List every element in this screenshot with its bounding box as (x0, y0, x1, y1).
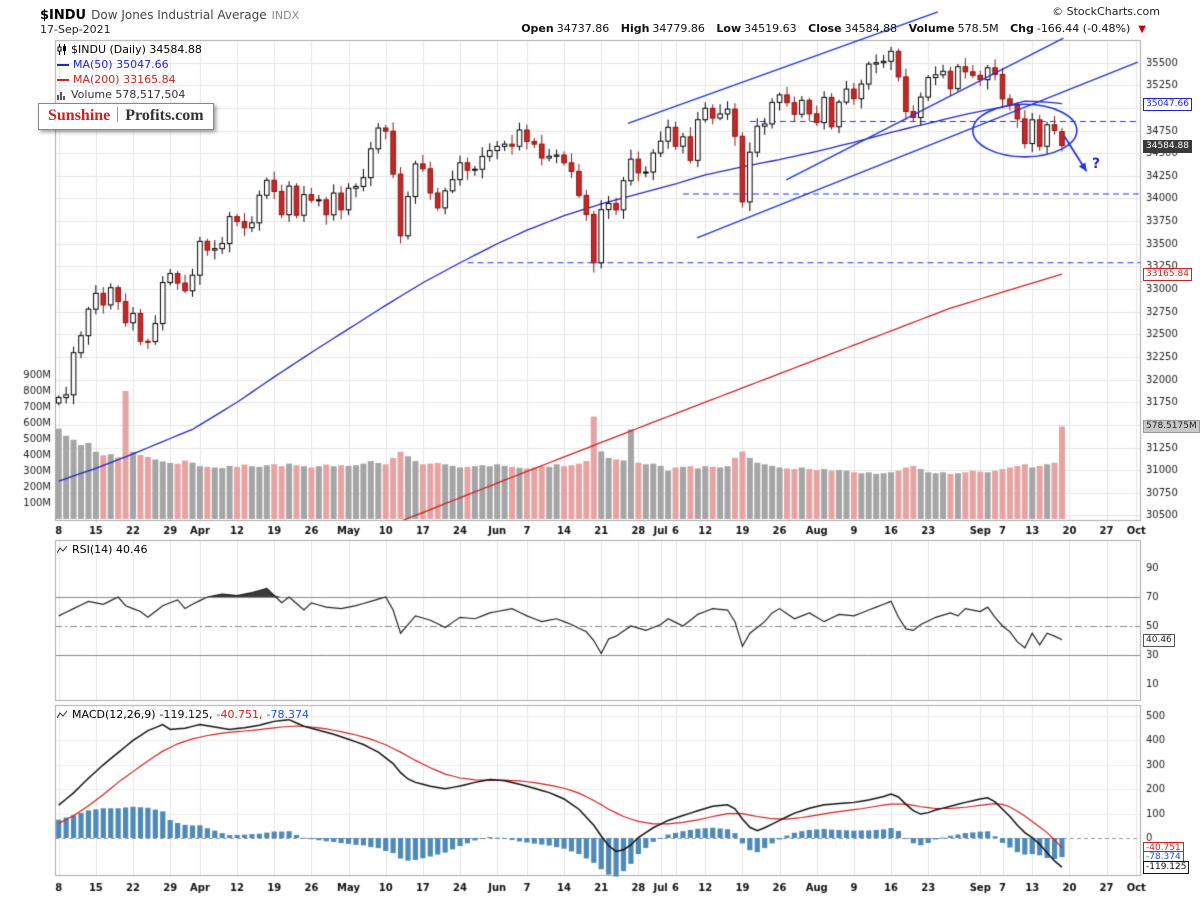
watermark-divider (117, 107, 119, 122)
macd-line-box: -119.125 (1143, 861, 1190, 874)
macd-label: MACD(12,26,9) (72, 708, 156, 721)
exchange: INDX (271, 9, 300, 22)
open-label: Open (521, 22, 554, 35)
down-triangle-icon: ▼ (1138, 24, 1146, 35)
volume-value-box: 578.5175M (1143, 420, 1200, 433)
rsi-label-row: RSI(14) 40.46 (57, 543, 151, 556)
close-label: Close (808, 22, 842, 35)
legend-ma200-row: MA(200) 33165.84 (57, 72, 202, 87)
candlestick-icon (57, 44, 66, 55)
close-value: 34584.88 (844, 22, 898, 35)
low-value: 34519.63 (744, 22, 797, 35)
watermark-profits: Profits.com (125, 107, 204, 124)
macd-signal-value: -40.751, (216, 708, 263, 721)
legend-symbol-text: $INDU (Daily) 34584.88 (71, 43, 202, 56)
legend-ma50-row: MA(50) 35047.66 (57, 57, 202, 72)
symbol: $INDU (40, 8, 87, 23)
rsi-label: RSI(14) 40.46 (72, 543, 148, 556)
legend-ma200-text: MA(200) 33165.84 (73, 73, 176, 86)
open-value: 34737.86 (556, 22, 610, 35)
chg-value: -166.44 (-0.48%) (1036, 22, 1131, 35)
chg-label: Chg (1010, 22, 1034, 35)
legend-volume-row: Volume 578,517,504 (57, 87, 202, 102)
rsi-icon (57, 545, 68, 553)
ma50-line-icon (57, 63, 69, 66)
legend-symbol-row: $INDU (Daily) 34584.88 (57, 42, 202, 57)
low-label: Low (716, 22, 742, 35)
macd-icon (57, 710, 68, 718)
legend-volume-text: Volume 578,517,504 (71, 88, 186, 101)
macd-line-value: -119.125, (159, 708, 213, 721)
question-mark-annotation: ? (1092, 156, 1101, 172)
last-price-box: 34584.88 (1143, 140, 1192, 153)
macd-hist-value: -78.374 (266, 708, 309, 721)
rsi-value-box: 40.46 (1143, 634, 1175, 647)
legend: $INDU (Daily) 34584.88 MA(50) 35047.66 M… (57, 42, 202, 102)
ma200-line-icon (57, 78, 69, 81)
sunshineprofits-watermark[interactable]: Sunshine Profits.com (38, 103, 214, 130)
ma200-value-box: 33165.84 (1143, 268, 1192, 281)
symbol-name: Dow Jones Industrial Average (91, 8, 267, 22)
volume-value: 578.5M (957, 22, 999, 35)
watermark-sunshine: Sunshine (48, 107, 111, 124)
legend-ma50-text: MA(50) 35047.66 (73, 58, 169, 71)
high-label: High (620, 22, 650, 35)
chart-date: 17-Sep-2021 (40, 23, 111, 36)
high-value: 34779.86 (652, 22, 705, 35)
chart-title: $INDU Dow Jones Industrial Average INDX (40, 4, 299, 23)
quote-row: Open 34737.86 High 34779.86 Low 34519.63 Cl… (521, 22, 1146, 35)
macd-label-row: MACD(12,26,9) -119.125, -40.751, -78.374 (57, 708, 313, 721)
ma50-value-box: 35047.66 (1143, 98, 1192, 111)
volume-label: Volume (908, 22, 955, 35)
stockcharts-credit-link[interactable]: © StockCharts.com (1052, 5, 1160, 18)
volume-bars-icon (57, 91, 65, 100)
